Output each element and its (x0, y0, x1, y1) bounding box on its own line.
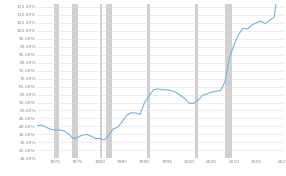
Bar (106, 4, 112, 158)
Bar (100, 4, 102, 158)
Bar (194, 4, 198, 158)
Bar (147, 4, 150, 158)
Bar (54, 4, 59, 158)
Bar (72, 4, 78, 158)
Bar (225, 4, 232, 158)
